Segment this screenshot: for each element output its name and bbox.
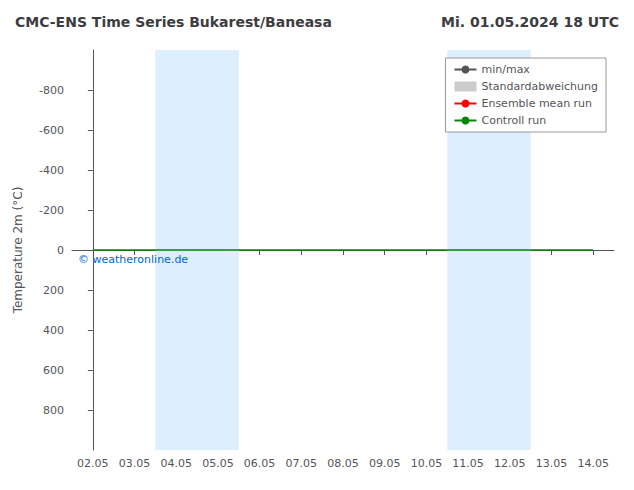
- svg-text:-600: -600: [39, 124, 64, 137]
- svg-text:14.05: 14.05: [577, 457, 609, 470]
- svg-text:200: 200: [43, 284, 64, 297]
- svg-text:03.05: 03.05: [119, 457, 151, 470]
- svg-text:13.05: 13.05: [536, 457, 568, 470]
- svg-text:Standardabweichung: Standardabweichung: [481, 80, 598, 93]
- svg-text:-800: -800: [39, 84, 64, 97]
- svg-text:0: 0: [57, 244, 64, 257]
- svg-text:-400: -400: [39, 164, 64, 177]
- svg-text:09.05: 09.05: [369, 457, 401, 470]
- svg-text:-200: -200: [39, 204, 64, 217]
- svg-text:Controll run: Controll run: [481, 114, 546, 127]
- svg-text:07.05: 07.05: [286, 457, 318, 470]
- svg-text:05.05: 05.05: [202, 457, 234, 470]
- svg-text:04.05: 04.05: [160, 457, 192, 470]
- svg-text:Mi. 01.05.2024 18 UTC: Mi. 01.05.2024 18 UTC: [441, 14, 619, 30]
- svg-text:08.05: 08.05: [327, 457, 359, 470]
- svg-text:02.05: 02.05: [77, 457, 109, 470]
- svg-text:06.05: 06.05: [244, 457, 276, 470]
- svg-text:Ensemble mean run: Ensemble mean run: [481, 97, 592, 110]
- svg-text:min/max: min/max: [481, 63, 530, 76]
- svg-text:600: 600: [43, 364, 64, 377]
- svg-text:10.05: 10.05: [411, 457, 443, 470]
- svg-text:CMC-ENS Time Series Bukarest/B: CMC-ENS Time Series Bukarest/Baneasa: [15, 14, 332, 30]
- svg-text:12.05: 12.05: [494, 457, 525, 470]
- svg-text:© weatheronline.de: © weatheronline.de: [78, 253, 188, 266]
- svg-text:400: 400: [43, 324, 64, 337]
- svg-text:800: 800: [43, 404, 64, 417]
- svg-text:Temperature 2m (°C): Temperature 2m (°C): [11, 187, 25, 315]
- svg-text:11.05: 11.05: [452, 457, 484, 470]
